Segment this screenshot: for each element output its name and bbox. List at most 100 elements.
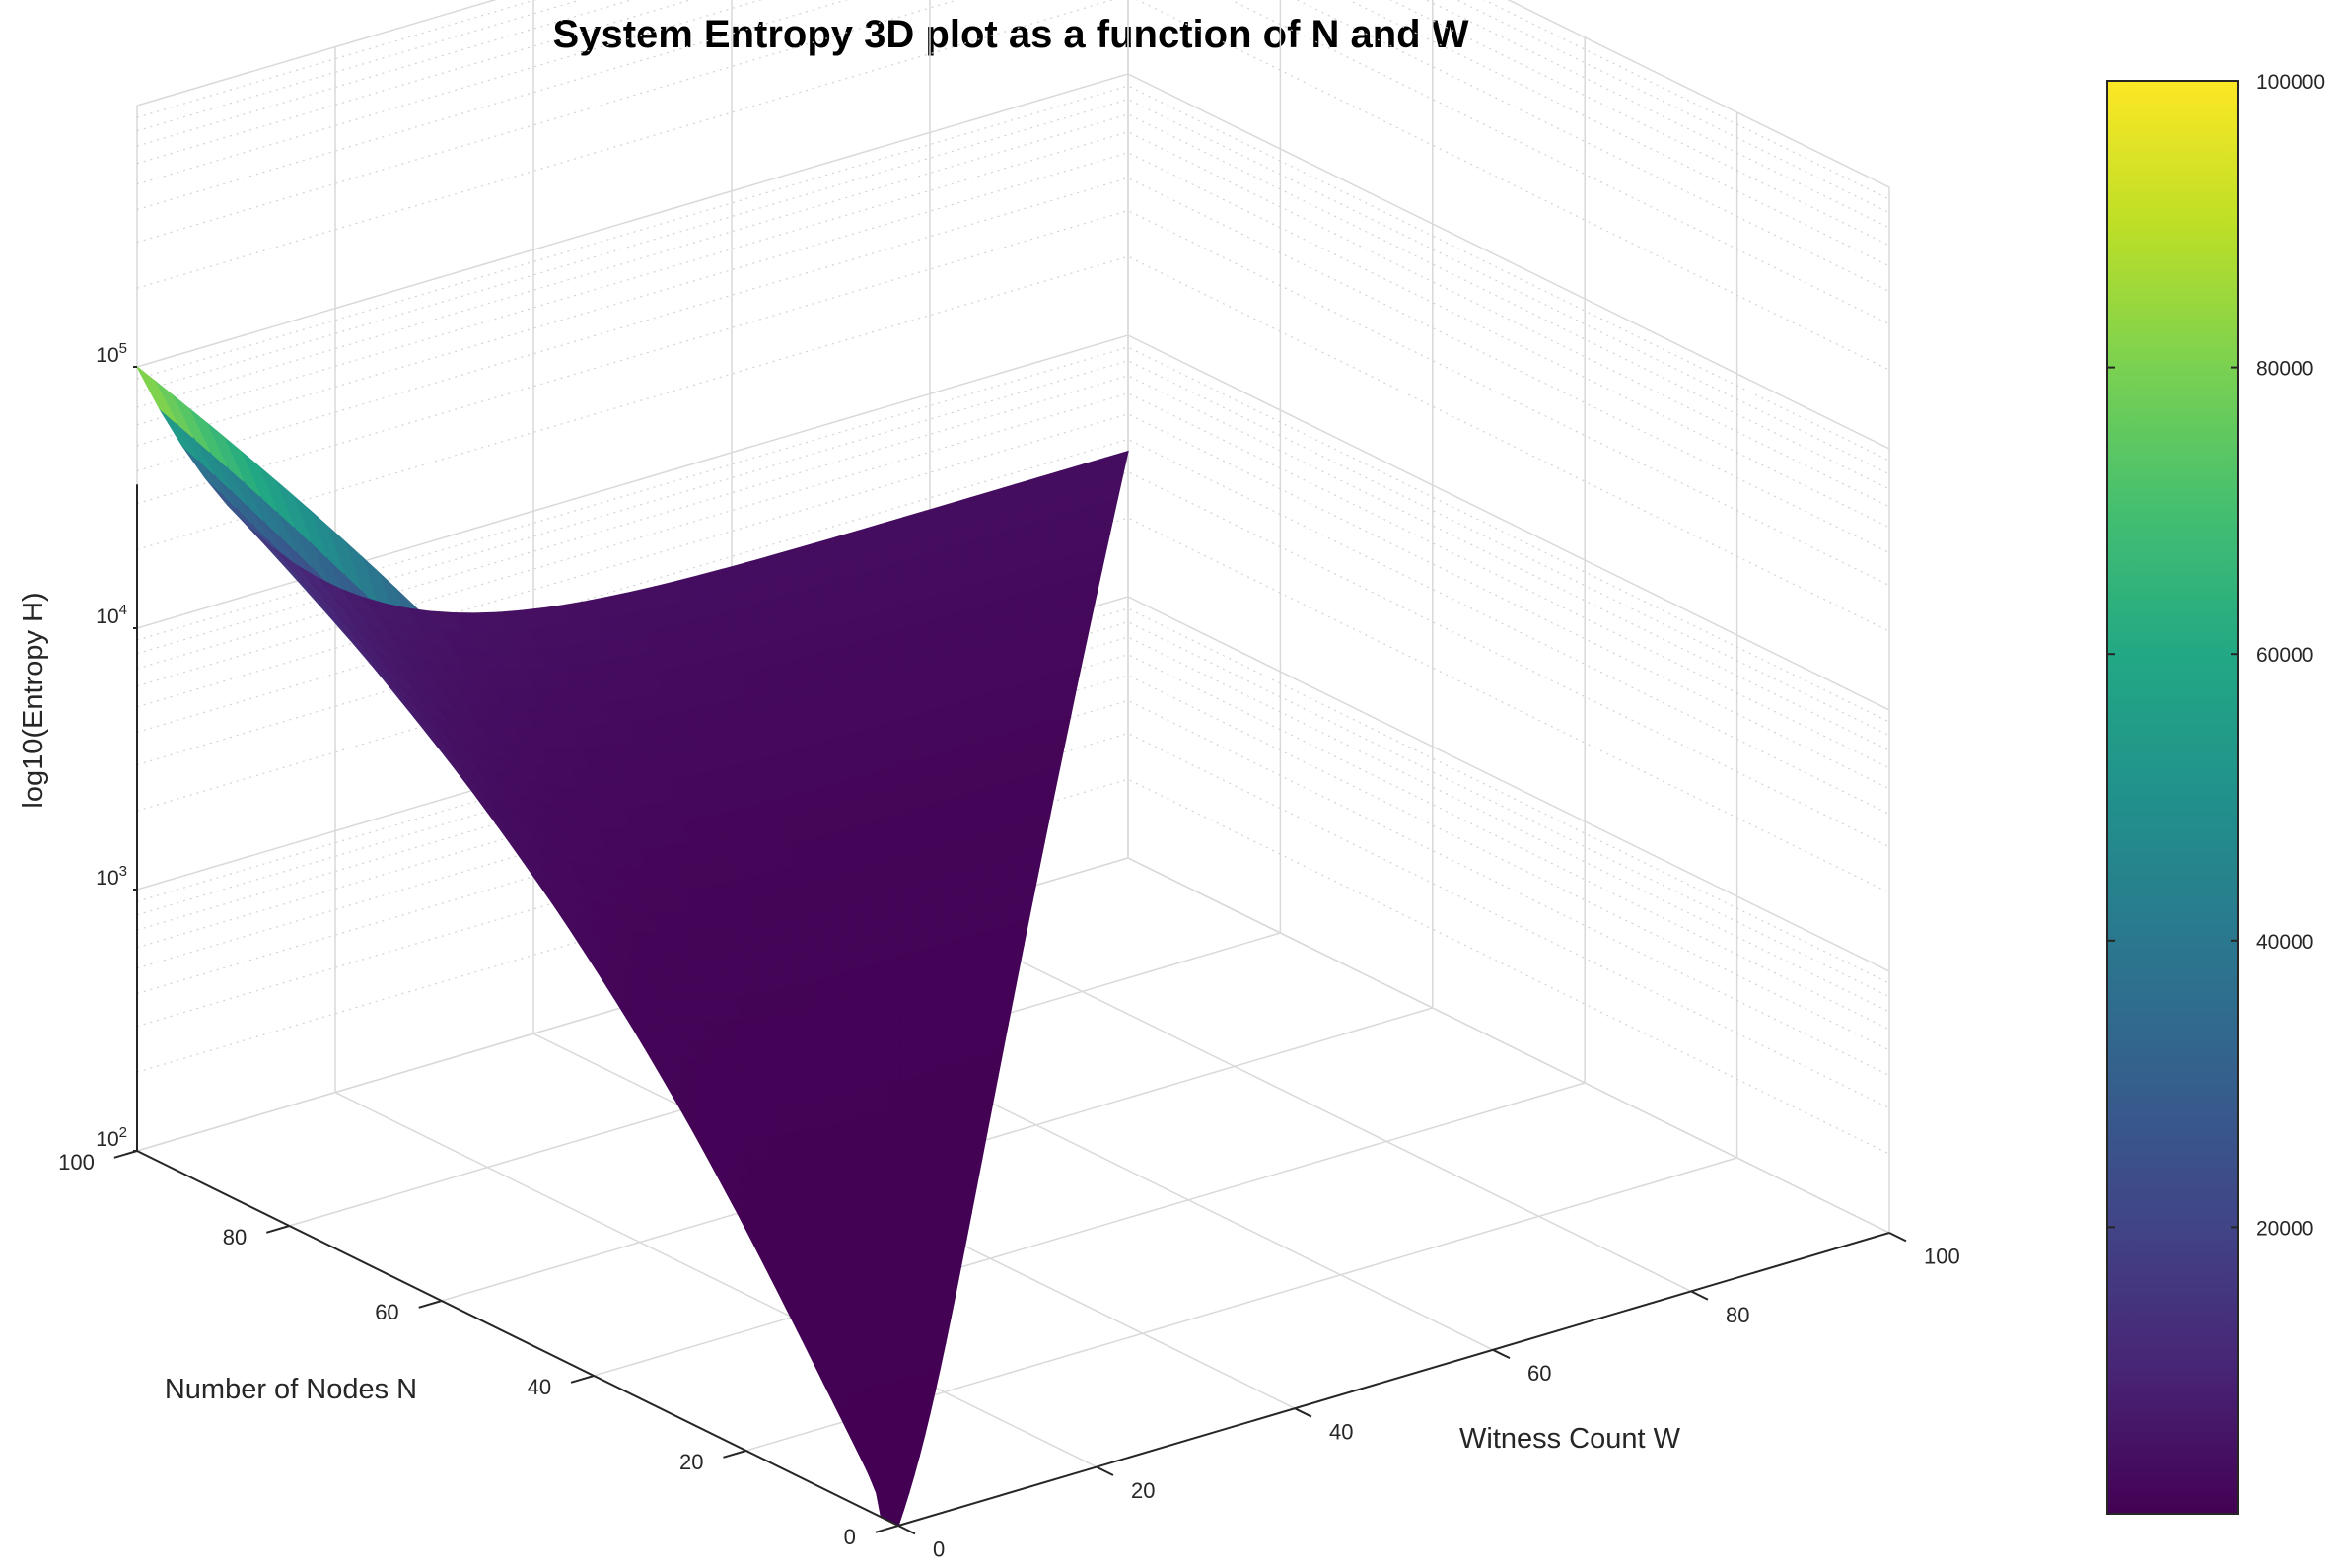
- surface-patch: [864, 1012, 880, 1042]
- z-grid-line: [136, 334, 1890, 711]
- surface-patch: [898, 1179, 909, 1210]
- y-tick: [266, 1225, 290, 1234]
- surface-patch: [925, 919, 942, 951]
- z-grid-line: [136, 596, 1890, 972]
- surface-patch: [922, 994, 937, 1026]
- colorbar-tick-label: 60000: [2256, 644, 2313, 667]
- z-minor-grid-line: [136, 113, 1890, 490]
- x-tick: [1096, 1465, 1114, 1476]
- surface-patch: [890, 1157, 901, 1187]
- surface-patch: [909, 1074, 922, 1105]
- x-tick: [1492, 1348, 1511, 1360]
- z-minor-grid-line: [136, 99, 1890, 475]
- z-minor-grid-line: [136, 85, 1890, 462]
- surface-patch: [876, 1009, 890, 1039]
- x-tick: [1888, 1232, 1907, 1243]
- y-tick: [723, 1450, 746, 1459]
- y-tick-label: 60: [375, 1300, 398, 1324]
- surface-patch: [889, 1131, 901, 1162]
- surface-patch: [886, 906, 902, 937]
- floor-grid-line: [593, 1082, 1586, 1377]
- y-tick: [418, 1300, 443, 1309]
- surface-patch: [937, 941, 954, 972]
- entropy-surface: [136, 366, 1129, 1527]
- y-tick: [875, 1525, 899, 1533]
- y-axis-line: [136, 1150, 899, 1527]
- surface-patch: [862, 962, 878, 993]
- surface-patch: [887, 980, 902, 1011]
- surface-patch: [874, 935, 889, 965]
- surface-patch: [905, 1229, 915, 1259]
- surface-patch: [898, 1355, 905, 1382]
- surface-patch: [857, 891, 875, 921]
- surface-patch: [911, 998, 925, 1030]
- surface-patch: [889, 1105, 901, 1136]
- surface-patch: [891, 1233, 901, 1262]
- surface-patch: [924, 944, 941, 975]
- surface-patch: [867, 1061, 881, 1092]
- x-tick-label: 40: [1329, 1420, 1353, 1445]
- x-tick-label: 100: [1924, 1244, 1960, 1268]
- surface-patch: [899, 952, 915, 983]
- surface-patch: [913, 898, 930, 930]
- surface-patch: [859, 915, 876, 945]
- z-tick-label: 105: [96, 340, 127, 367]
- x-tick-label: 20: [1131, 1478, 1155, 1503]
- surface-patch: [866, 1036, 881, 1067]
- z-axis-label: log10(Entropy H): [18, 592, 49, 808]
- surface-patch: [899, 1052, 912, 1083]
- z-minor-grid-line: [136, 152, 1890, 529]
- surface-patch: [900, 878, 917, 909]
- surface-patch: [875, 960, 889, 990]
- x-tick-label: 0: [933, 1536, 945, 1561]
- y-tick-label: 40: [528, 1375, 551, 1399]
- surface-patch: [887, 1005, 902, 1035]
- surface-patch: [899, 1027, 913, 1058]
- surface-patch: [890, 1182, 901, 1212]
- surface-patch: [885, 883, 902, 913]
- floor-grid-line: [929, 915, 1692, 1293]
- surface-patch: [908, 1100, 921, 1131]
- surface-patch: [898, 1205, 909, 1236]
- surface-patch: [873, 910, 888, 941]
- surface-patch: [898, 1231, 908, 1261]
- y-tick-label: 20: [679, 1450, 703, 1474]
- x-axis-line: [897, 1232, 1890, 1527]
- surface-patch: [889, 1081, 901, 1111]
- surface-patch: [898, 1307, 906, 1334]
- surface-patch: [907, 1125, 920, 1157]
- surface-patch: [843, 894, 861, 925]
- surface-patch: [906, 1177, 917, 1208]
- surface-patch: [906, 1203, 916, 1234]
- x-tick-label: 80: [1726, 1303, 1749, 1327]
- surface-patch: [881, 1134, 892, 1164]
- z-tick-label: 102: [96, 1124, 127, 1151]
- y-tick-label: 80: [223, 1225, 247, 1249]
- surface-patch: [898, 1330, 905, 1358]
- surface-patch: [891, 1208, 901, 1238]
- x-tick-label: 60: [1527, 1361, 1551, 1386]
- z-grid-line: [136, 857, 1890, 1234]
- surface-patch: [136, 366, 177, 424]
- surface-patch: [912, 923, 929, 955]
- surface-patch: [910, 1024, 924, 1054]
- surface-patch: [863, 987, 879, 1018]
- surface-patch: [891, 1258, 901, 1288]
- surface-patch: [878, 1058, 891, 1089]
- surface-patch: [899, 1128, 910, 1159]
- floor-grid-line: [334, 1091, 1098, 1468]
- surface-patch: [917, 1097, 931, 1128]
- surface-patch: [877, 1033, 890, 1064]
- surface-patch: [886, 931, 902, 962]
- surface-patch: [899, 1077, 912, 1108]
- y-axis-label: Number of Nodes N: [165, 1374, 417, 1405]
- z-grid-line: [136, 73, 1890, 450]
- surface-patch: [900, 902, 916, 934]
- surface-patch: [872, 887, 888, 917]
- surface-patch: [911, 973, 927, 1004]
- surface-patch: [907, 1152, 919, 1182]
- surface-patch: [898, 1256, 907, 1286]
- z-grid-line: [136, 0, 1890, 188]
